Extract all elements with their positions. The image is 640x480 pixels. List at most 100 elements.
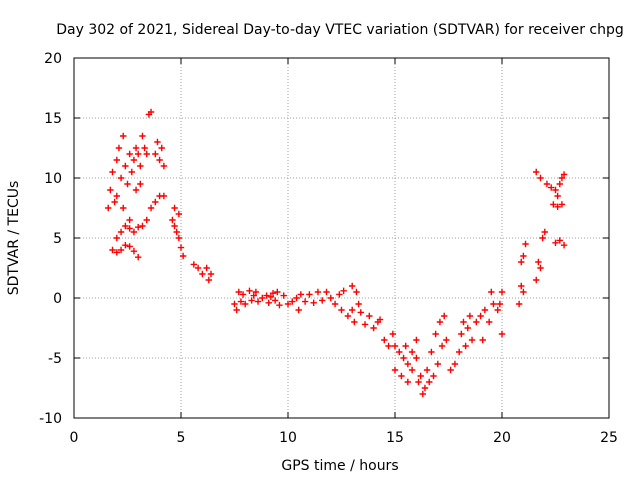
data-point	[246, 287, 253, 294]
chart-title: Day 302 of 2021, Sidereal Day-to-day VTE…	[56, 22, 624, 38]
data-point	[522, 240, 529, 248]
data-point	[139, 132, 146, 140]
data-point	[554, 203, 561, 210]
data-point	[556, 237, 563, 244]
data-point	[481, 306, 489, 314]
data-point	[554, 192, 561, 200]
data-point	[301, 298, 309, 305]
data-point	[385, 342, 392, 350]
grid	[74, 58, 609, 418]
x-tick-label: 15	[386, 430, 404, 446]
data-point	[520, 252, 527, 260]
data-point	[415, 378, 422, 386]
y-tick-label: 15	[44, 111, 62, 127]
data-point	[143, 216, 150, 224]
data-point	[468, 336, 476, 344]
data-point	[336, 291, 343, 298]
data-point	[417, 372, 424, 380]
data-point	[293, 294, 300, 302]
data-point	[434, 360, 441, 368]
data-point	[280, 292, 287, 299]
data-point	[404, 360, 412, 368]
data-point	[147, 204, 155, 212]
data-point	[485, 318, 493, 326]
data-point	[160, 192, 168, 200]
data-point	[137, 162, 144, 170]
data-point	[306, 291, 313, 298]
y-tick-label: 0	[53, 291, 62, 307]
y-axis-label: SDTVAR / TECUs	[6, 181, 22, 296]
data-point	[391, 342, 399, 350]
data-point	[152, 150, 159, 158]
data-point	[548, 184, 555, 191]
data-point	[111, 198, 118, 206]
data-point	[126, 150, 133, 158]
data-point	[426, 378, 433, 386]
x-tick-labels: 0 5 10 15 20 25	[70, 430, 618, 446]
data-point	[331, 300, 339, 308]
data-point	[237, 298, 245, 305]
data-point	[171, 204, 178, 212]
data-point	[250, 292, 257, 299]
data-point	[413, 336, 420, 344]
data-point	[248, 297, 255, 304]
data-point	[421, 384, 429, 392]
data-point	[109, 246, 116, 254]
data-point	[460, 318, 467, 326]
data-point	[120, 204, 127, 212]
data-point	[137, 180, 144, 188]
data-point	[269, 290, 277, 297]
data-point	[413, 354, 420, 362]
data-point	[169, 216, 176, 224]
data-point	[284, 300, 292, 308]
x-tick-label: 5	[177, 430, 186, 446]
data-point	[436, 318, 444, 326]
data-point	[113, 234, 120, 242]
data-point	[400, 354, 407, 362]
data-point	[419, 390, 427, 398]
data-point	[194, 264, 202, 272]
y-tick-label: 10	[44, 171, 62, 187]
data-point	[267, 293, 275, 300]
data-point	[276, 302, 283, 309]
data-point	[340, 287, 347, 294]
y-tick-label: -10	[39, 411, 62, 427]
data-point	[456, 348, 463, 356]
data-point	[477, 312, 484, 320]
data-point	[239, 291, 247, 298]
data-point	[533, 168, 540, 176]
data-point	[199, 270, 206, 278]
data-point	[479, 336, 486, 344]
data-point	[558, 201, 566, 208]
data-point	[518, 282, 525, 290]
data-point	[402, 342, 409, 350]
data-point	[349, 306, 356, 314]
data-point	[117, 174, 125, 182]
data-point	[357, 309, 364, 316]
data-point	[391, 366, 399, 374]
data-point	[117, 228, 125, 236]
y-tick-label: 5	[53, 231, 62, 247]
data-point	[271, 297, 279, 304]
data-point	[289, 298, 296, 305]
data-point	[179, 252, 187, 260]
data-point	[207, 270, 215, 278]
data-point	[231, 300, 238, 308]
axis-ticks	[73, 57, 610, 419]
data-point	[423, 366, 431, 374]
data-point	[552, 239, 559, 246]
data-point	[466, 312, 474, 320]
data-point	[428, 348, 435, 356]
data-point	[132, 144, 140, 152]
data-point	[498, 330, 506, 338]
data-point	[370, 324, 377, 332]
data-point	[488, 288, 495, 296]
data-point	[408, 366, 416, 374]
data-point	[171, 222, 178, 230]
data-point	[443, 336, 450, 344]
data-point	[242, 300, 249, 308]
data-point	[205, 276, 213, 284]
data-point	[259, 294, 266, 302]
data-point	[126, 216, 133, 224]
data-point	[518, 258, 525, 266]
